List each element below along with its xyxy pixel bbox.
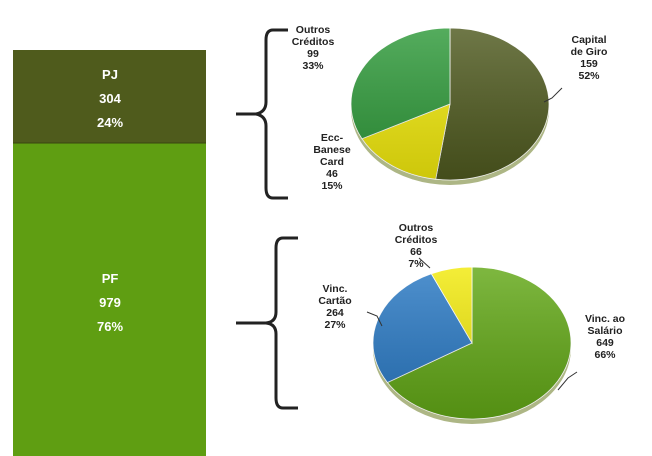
stacked-bar: PJ 304 24% PF 979 76% xyxy=(13,50,206,456)
svg-text:66%: 66% xyxy=(594,349,616,361)
slice-label-outros-pj: Outros Créditos 99 33% xyxy=(292,24,335,72)
slice-label-outros-pf: Outros Créditos 66 7% xyxy=(395,222,438,270)
svg-text:Vinc. ao: Vinc. ao xyxy=(585,313,625,325)
svg-text:99: 99 xyxy=(307,48,319,60)
svg-text:Créditos: Créditos xyxy=(395,234,438,246)
pie-pj xyxy=(350,27,550,185)
svg-text:27%: 27% xyxy=(324,319,346,331)
svg-text:264: 264 xyxy=(326,307,344,319)
svg-text:Vinc.: Vinc. xyxy=(323,283,348,295)
bar-percent-pj: 24% xyxy=(97,115,123,130)
svg-text:7%: 7% xyxy=(408,258,424,270)
slice-label-vinc-salario: Vinc. ao Salário 649 66% xyxy=(585,313,625,361)
pie2-gloss xyxy=(373,267,571,419)
svg-text:Card: Card xyxy=(320,156,344,168)
pie1-gloss xyxy=(351,28,549,180)
svg-text:159: 159 xyxy=(580,58,598,70)
bar-segment-pj xyxy=(13,50,206,143)
svg-text:52%: 52% xyxy=(578,70,600,82)
svg-text:Capital: Capital xyxy=(571,34,606,46)
bar-label-pj: PJ xyxy=(102,67,118,82)
bracket-pj xyxy=(236,28,288,200)
svg-text:Salário: Salário xyxy=(587,325,622,337)
bar-segment-pf xyxy=(13,143,206,456)
svg-text:649: 649 xyxy=(596,337,614,349)
svg-text:66: 66 xyxy=(410,246,422,258)
svg-text:Créditos: Créditos xyxy=(292,36,335,48)
svg-text:Outros: Outros xyxy=(296,24,331,36)
pie-pf xyxy=(372,266,572,424)
svg-text:Banese: Banese xyxy=(313,144,351,156)
svg-text:Cartão: Cartão xyxy=(318,295,351,307)
slice-label-vinc-cartao: Vinc. Cartão 264 27% xyxy=(318,283,351,331)
leader-capital-giro xyxy=(543,87,563,103)
svg-text:15%: 15% xyxy=(321,180,343,192)
leader-vinc-cartao xyxy=(366,311,383,327)
svg-text:Outros: Outros xyxy=(399,222,434,234)
bar-value-pj: 304 xyxy=(99,91,121,106)
svg-text:Ecc-: Ecc- xyxy=(321,132,344,144)
bar-percent-pf: 76% xyxy=(97,319,123,334)
svg-text:46: 46 xyxy=(326,168,338,180)
slice-label-ecc-banese: Ecc- Banese Card 46 15% xyxy=(313,132,351,192)
leader-outros-pf xyxy=(418,257,431,269)
slice-label-capital-giro: Capital de Giro 159 52% xyxy=(571,34,608,82)
bar-label-pf: PF xyxy=(102,271,119,286)
svg-text:de Giro: de Giro xyxy=(571,46,608,58)
leader-vinc-salario xyxy=(557,371,578,391)
svg-text:33%: 33% xyxy=(302,60,324,72)
bracket-pf xyxy=(236,236,298,410)
bar-value-pf: 979 xyxy=(99,295,121,310)
